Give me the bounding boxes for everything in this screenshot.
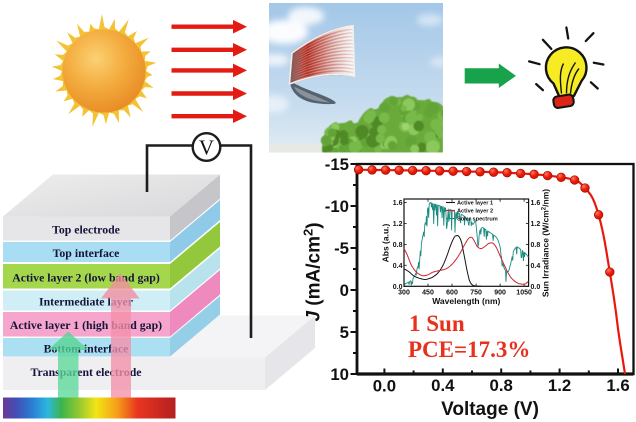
svg-text:0.4: 0.4 <box>531 263 541 270</box>
svg-text:1.2: 1.2 <box>393 221 403 228</box>
svg-text:Abs (a.u.): Abs (a.u.) <box>381 223 391 262</box>
svg-text:Active layer 1: Active layer 1 <box>457 201 493 207</box>
svg-text:0.4: 0.4 <box>393 263 403 270</box>
svg-text:J (mA/cm2): J (mA/cm2) <box>300 222 325 321</box>
svg-text:1.2: 1.2 <box>531 221 541 228</box>
svg-text:-15: -15 <box>325 155 349 174</box>
svg-text:Active layer 2 (low band gap): Active layer 2 (low band gap) <box>12 271 160 285</box>
svg-text:900: 900 <box>494 290 506 297</box>
svg-text:1.6: 1.6 <box>606 376 629 395</box>
svg-text:V: V <box>199 136 214 160</box>
svg-text:0.8: 0.8 <box>393 242 403 249</box>
svg-text:600: 600 <box>446 290 458 297</box>
svg-text:Sun Irradiance (W/cm2/nm): Sun Irradiance (W/cm2/nm) <box>541 189 551 297</box>
svg-text:750: 750 <box>470 290 482 297</box>
svg-text:0.8: 0.8 <box>490 376 513 395</box>
svg-text:1050: 1050 <box>516 290 532 297</box>
svg-text:0: 0 <box>340 281 349 300</box>
svg-text:1 Sun: 1 Sun <box>409 311 465 336</box>
svg-text:0.0: 0.0 <box>531 284 541 291</box>
svg-text:0.0: 0.0 <box>393 284 403 291</box>
svg-text:300: 300 <box>398 290 410 297</box>
svg-text:Top electrode: Top electrode <box>52 223 120 237</box>
svg-text:Solar spectrum: Solar spectrum <box>457 217 498 223</box>
svg-text:Active layer 1 (high band gap): Active layer 1 (high band gap) <box>10 318 162 332</box>
svg-text:-5: -5 <box>334 239 349 258</box>
svg-text:5: 5 <box>340 323 349 342</box>
svg-text:1.6: 1.6 <box>393 200 403 207</box>
svg-text:Top interface: Top interface <box>53 246 120 260</box>
svg-text:0.0: 0.0 <box>373 377 396 396</box>
svg-text:Wavelength (nm): Wavelength (nm) <box>432 296 500 306</box>
svg-text:-10: -10 <box>325 197 349 216</box>
svg-text:Active layer 2: Active layer 2 <box>457 209 493 215</box>
svg-text:0.4: 0.4 <box>431 376 455 395</box>
svg-text:10: 10 <box>330 365 349 384</box>
svg-text:0.8: 0.8 <box>531 242 541 249</box>
svg-text:450: 450 <box>422 290 434 297</box>
svg-text:1.6: 1.6 <box>531 200 541 207</box>
svg-text:1.2: 1.2 <box>548 376 571 395</box>
svg-text:Voltage (V): Voltage (V) <box>441 399 539 420</box>
svg-text:PCE=17.3%: PCE=17.3% <box>408 337 530 362</box>
